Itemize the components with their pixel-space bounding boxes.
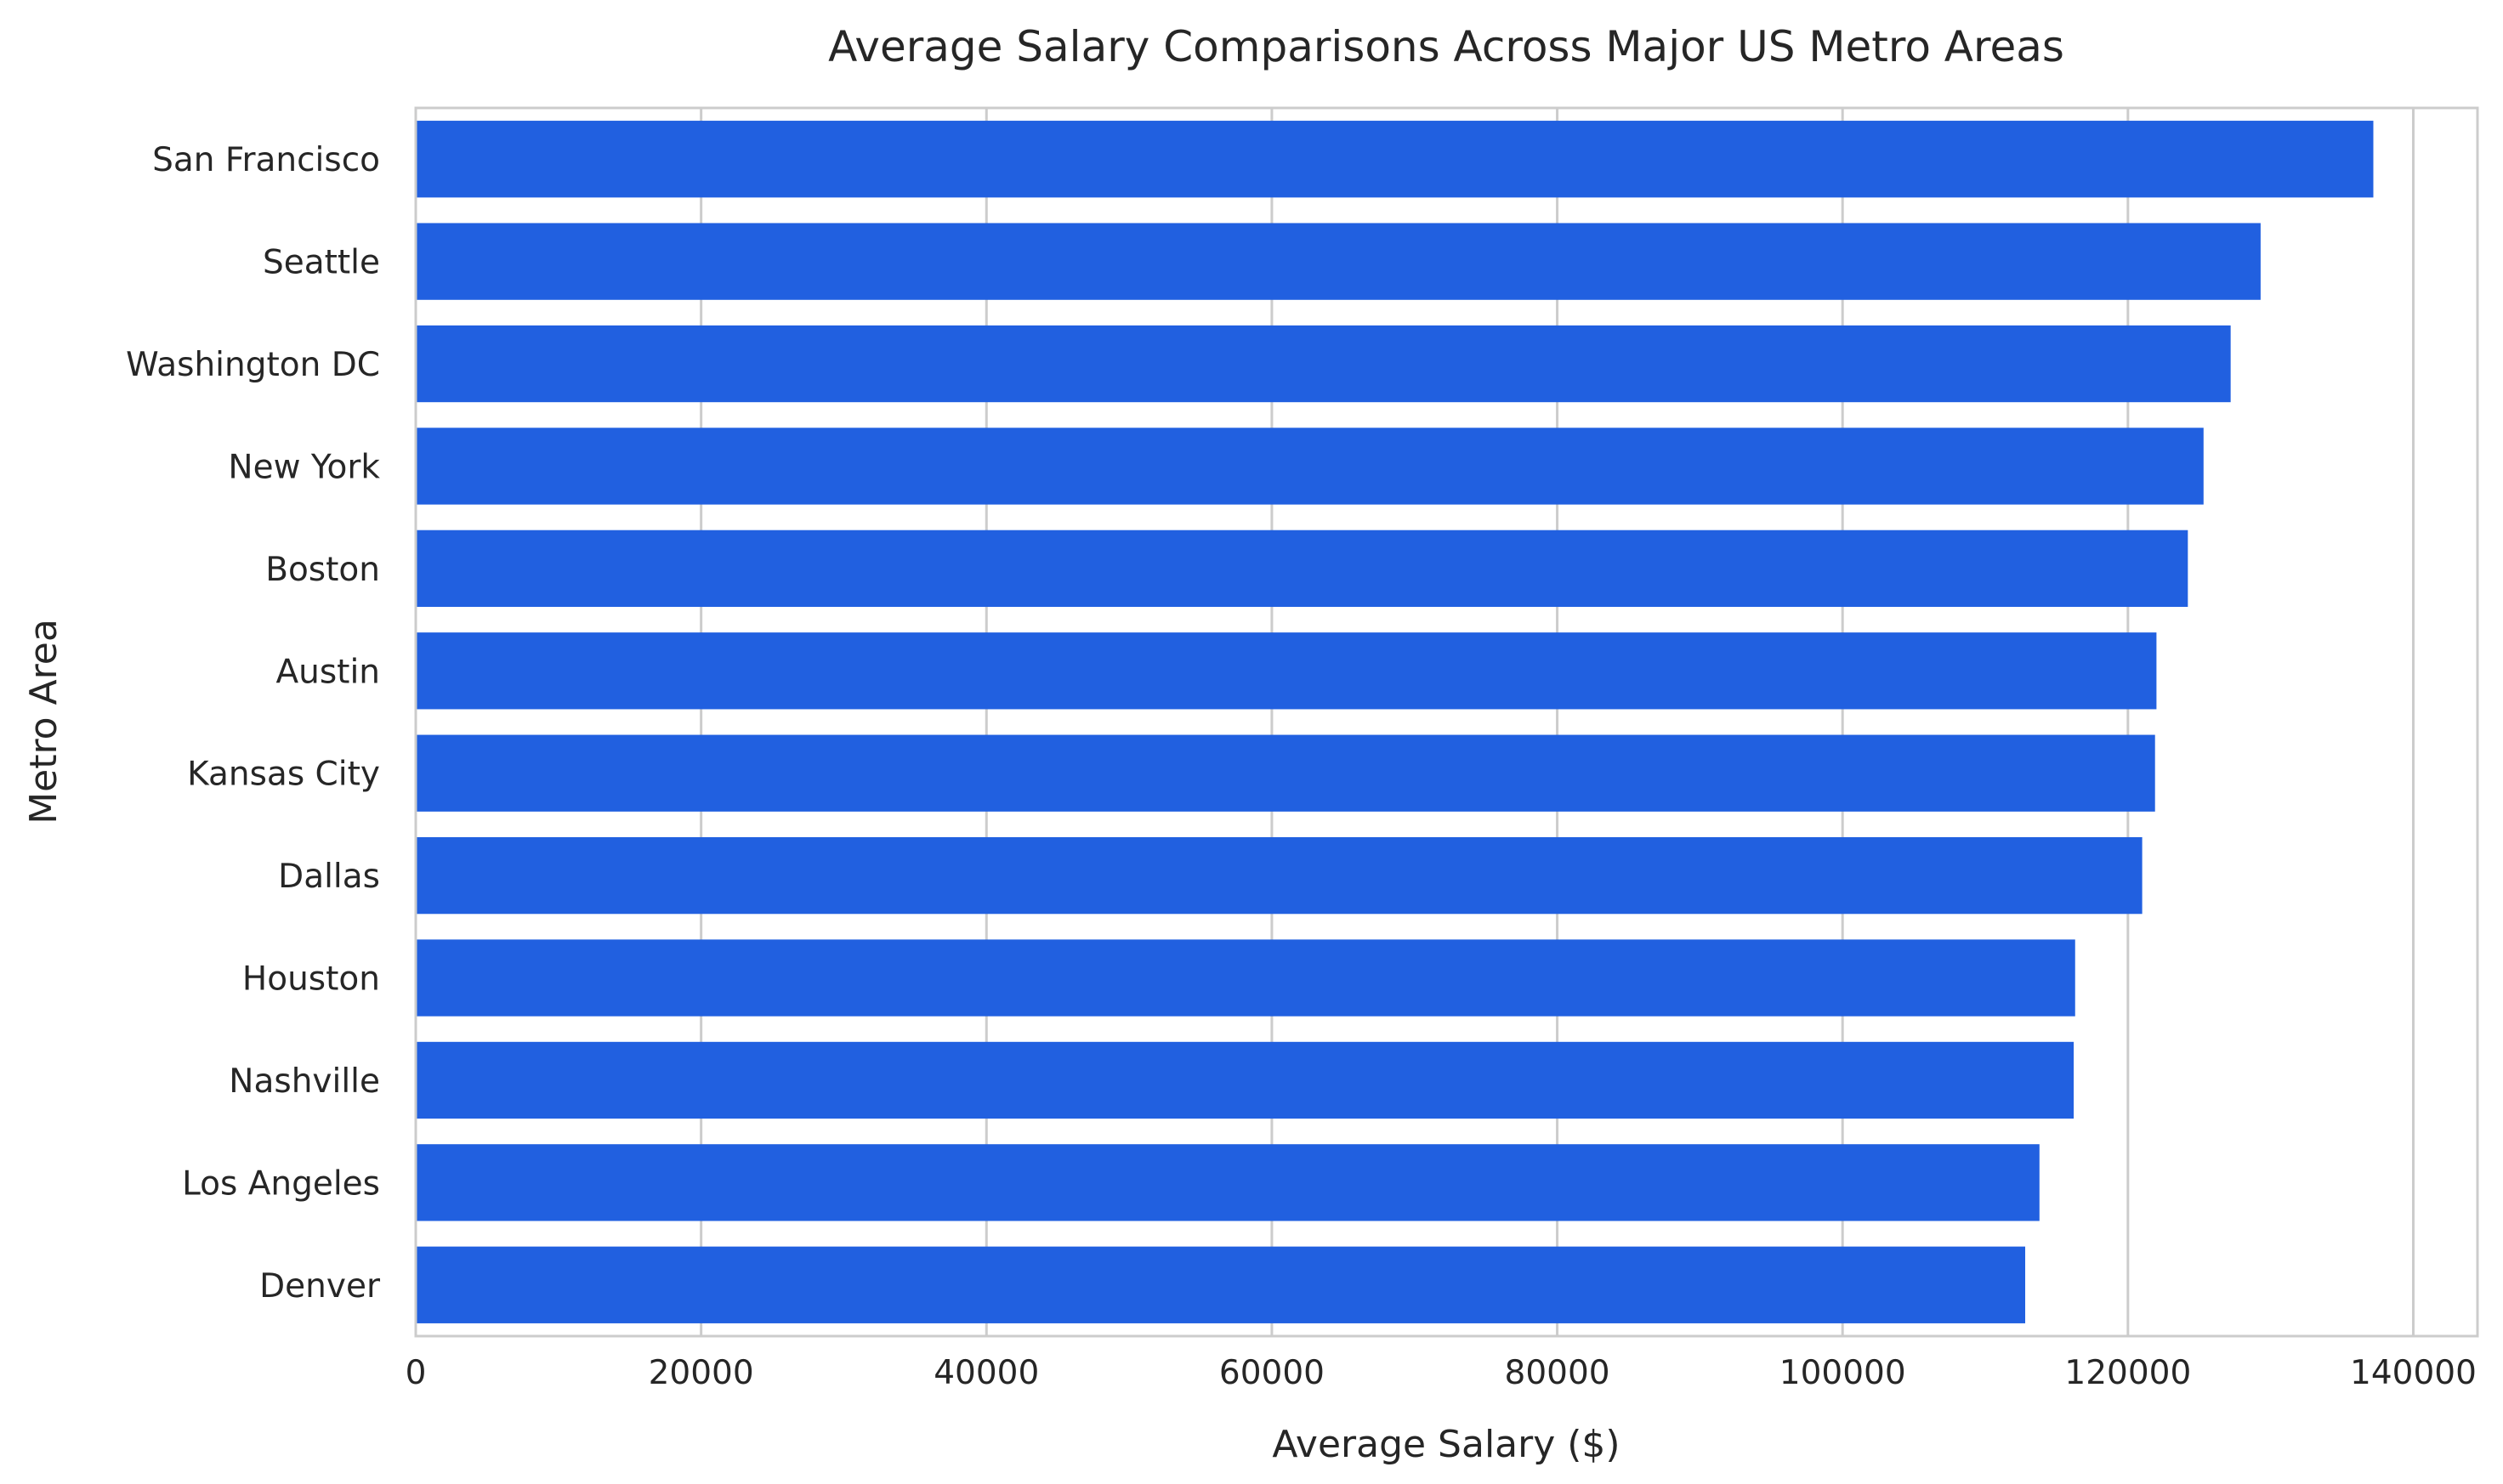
bar — [416, 223, 2261, 300]
x-tick-label: 140000 — [2350, 1354, 2477, 1392]
x-tick-label: 20000 — [649, 1354, 754, 1392]
x-tick-label: 60000 — [1219, 1354, 1325, 1392]
y-tick-label: Washington DC — [126, 346, 380, 384]
y-tick-label: Boston — [265, 551, 380, 589]
y-tick-label: San Francisco — [152, 141, 380, 179]
chart-title: Average Salary Comparisons Across Major … — [828, 22, 2064, 71]
x-tick-label: 120000 — [2064, 1354, 2191, 1392]
x-tick-label: 80000 — [1505, 1354, 1610, 1392]
x-axis-label: Average Salary ($) — [1272, 1423, 1620, 1466]
x-tick-label: 100000 — [1779, 1354, 1906, 1392]
y-tick-label: Seattle — [263, 244, 380, 282]
x-tick-labels: 0 20000 40000 60000 80000 100000 120000 140000 — [406, 1354, 2477, 1392]
bar — [416, 1041, 2074, 1119]
y-tick-label: New York — [228, 448, 380, 486]
y-tick-label: Kansas City — [187, 756, 380, 794]
bar — [416, 530, 2188, 608]
y-tick-labels: San Francisco Seattle Washington DC New Yor… — [126, 141, 381, 1306]
y-tick-label: Nashville — [229, 1062, 380, 1101]
bar — [416, 428, 2204, 505]
bar — [416, 1246, 2026, 1323]
bar — [416, 734, 2155, 812]
x-tick-label: 40000 — [934, 1354, 1039, 1392]
x-gridlines — [414, 108, 2415, 1336]
x-tick-label: 0 — [406, 1354, 427, 1392]
y-tick-label: Denver — [259, 1267, 381, 1306]
bar — [416, 939, 2075, 1017]
bar — [416, 325, 2231, 403]
y-tick-label: Dallas — [278, 858, 380, 896]
y-tick-label: Los Angeles — [182, 1164, 380, 1203]
plot-frame — [414, 106, 2479, 1338]
y-axis-label: Metro Area — [22, 619, 65, 824]
bar — [416, 1144, 2040, 1221]
bar — [416, 121, 2374, 198]
bars — [416, 121, 2374, 1323]
y-tick-label: Houston — [242, 960, 380, 999]
y-tick-label: Austin — [275, 653, 380, 691]
bar — [416, 836, 2143, 915]
bar — [416, 632, 2157, 710]
